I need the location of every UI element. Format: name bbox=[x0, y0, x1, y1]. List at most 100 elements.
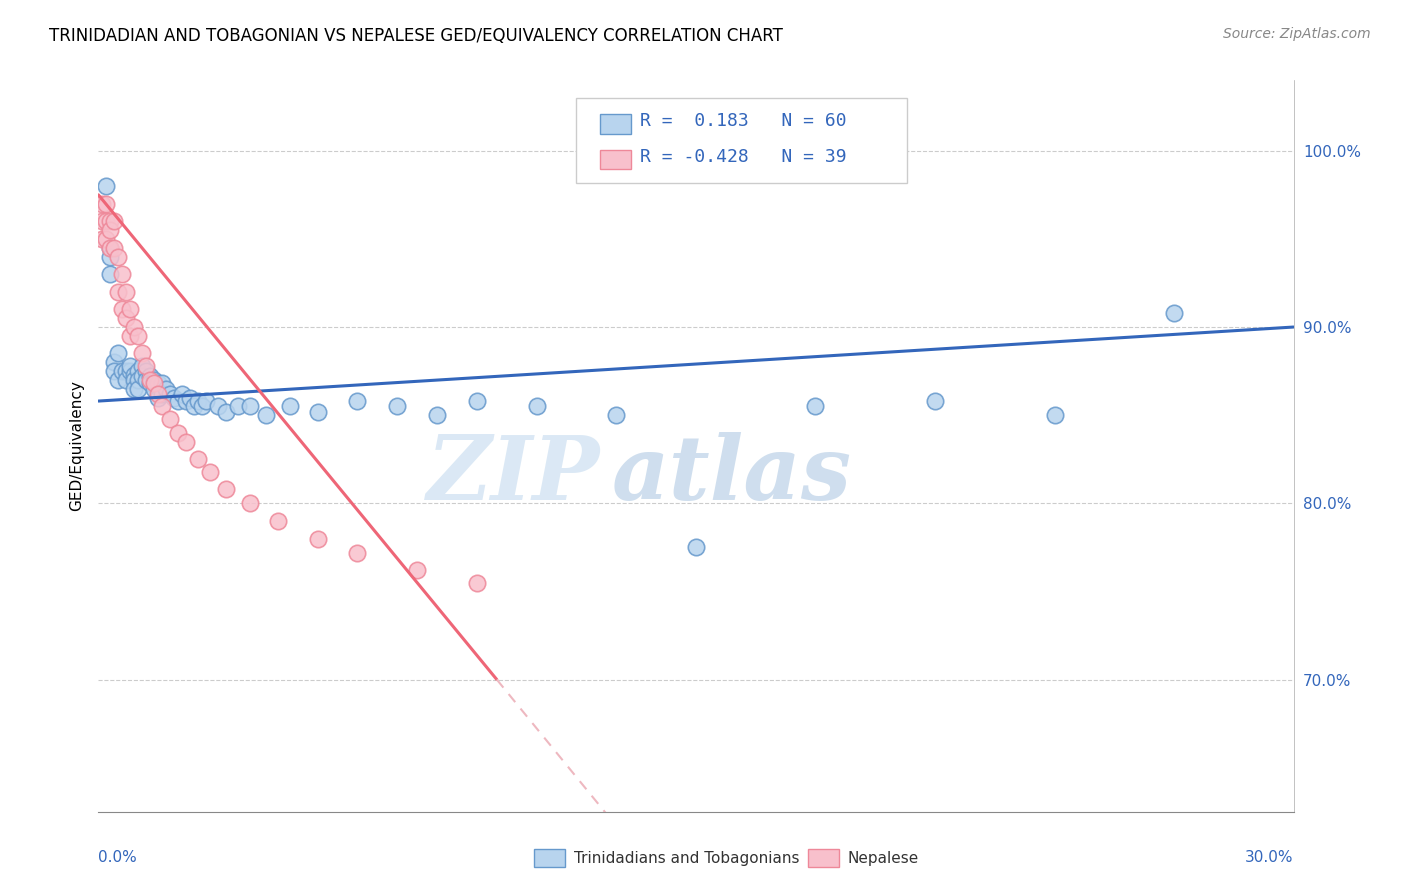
Point bbox=[96, 214, 118, 228]
Point bbox=[96, 196, 118, 211]
Point bbox=[111, 364, 134, 378]
Point bbox=[120, 329, 142, 343]
Point bbox=[98, 214, 122, 228]
Point bbox=[103, 241, 125, 255]
Point bbox=[127, 373, 149, 387]
Point bbox=[115, 373, 138, 387]
Point bbox=[98, 267, 122, 281]
Point bbox=[346, 546, 368, 560]
Point bbox=[135, 359, 157, 373]
Point bbox=[685, 541, 707, 555]
Point bbox=[103, 355, 125, 369]
Point bbox=[159, 411, 181, 425]
Point bbox=[191, 400, 214, 414]
Point bbox=[135, 364, 157, 378]
Text: ZIP: ZIP bbox=[427, 432, 600, 518]
Point bbox=[127, 364, 149, 378]
Point bbox=[127, 382, 149, 396]
Text: 0.0%: 0.0% bbox=[98, 850, 138, 865]
Text: R = -0.428   N = 39: R = -0.428 N = 39 bbox=[640, 148, 846, 166]
Point bbox=[150, 376, 173, 391]
Point bbox=[187, 452, 209, 467]
Point bbox=[239, 400, 262, 414]
Point bbox=[465, 575, 488, 590]
Point bbox=[98, 250, 122, 264]
Point bbox=[426, 408, 449, 422]
Point bbox=[143, 373, 166, 387]
Point bbox=[115, 285, 138, 299]
Point bbox=[526, 400, 548, 414]
Point bbox=[605, 408, 627, 422]
Point bbox=[155, 382, 177, 396]
Point bbox=[107, 373, 129, 387]
Point bbox=[804, 400, 827, 414]
Point bbox=[148, 376, 170, 391]
Point bbox=[215, 482, 238, 496]
Text: atlas: atlas bbox=[612, 432, 852, 518]
Point bbox=[167, 425, 190, 440]
Point bbox=[131, 346, 153, 360]
Point bbox=[465, 394, 488, 409]
Point bbox=[98, 241, 122, 255]
Point bbox=[120, 302, 142, 317]
Point bbox=[179, 391, 201, 405]
Point bbox=[91, 196, 114, 211]
Y-axis label: GED/Equivalency: GED/Equivalency bbox=[69, 381, 84, 511]
Point bbox=[159, 387, 181, 401]
Point bbox=[172, 387, 194, 401]
Point bbox=[226, 400, 249, 414]
Point bbox=[307, 532, 329, 546]
Point bbox=[139, 373, 162, 387]
Point bbox=[194, 394, 218, 409]
Point bbox=[148, 387, 170, 401]
Point bbox=[107, 346, 129, 360]
Point bbox=[307, 404, 329, 418]
Point bbox=[124, 382, 146, 396]
Text: 30.0%: 30.0% bbox=[1246, 850, 1294, 865]
Point bbox=[174, 394, 197, 409]
Point bbox=[187, 394, 209, 409]
Point bbox=[98, 241, 122, 255]
Point bbox=[278, 400, 301, 414]
Point bbox=[139, 376, 162, 391]
Point bbox=[111, 267, 134, 281]
Point bbox=[127, 329, 149, 343]
Point bbox=[207, 400, 229, 414]
Text: R =  0.183   N = 60: R = 0.183 N = 60 bbox=[640, 112, 846, 130]
Point bbox=[198, 465, 221, 479]
Point bbox=[111, 302, 134, 317]
Point bbox=[124, 368, 146, 382]
Point bbox=[91, 232, 114, 246]
Point bbox=[1163, 306, 1185, 320]
Point bbox=[96, 179, 118, 194]
Point bbox=[267, 514, 290, 528]
Point bbox=[924, 394, 946, 409]
Point bbox=[91, 214, 114, 228]
Point bbox=[131, 359, 153, 373]
Point bbox=[148, 391, 170, 405]
Point bbox=[254, 408, 277, 422]
Point bbox=[139, 369, 162, 384]
Text: Trinidadians and Tobagonians: Trinidadians and Tobagonians bbox=[574, 851, 799, 865]
Point bbox=[239, 496, 262, 510]
Point bbox=[143, 376, 166, 391]
Point bbox=[103, 364, 125, 378]
Point bbox=[124, 320, 146, 334]
Point bbox=[150, 387, 173, 401]
Point bbox=[96, 232, 118, 246]
Point bbox=[385, 400, 409, 414]
Point bbox=[107, 285, 129, 299]
Point bbox=[98, 223, 122, 237]
Point bbox=[143, 382, 166, 396]
Point bbox=[183, 400, 205, 414]
Point bbox=[1043, 408, 1066, 422]
Point bbox=[346, 394, 368, 409]
Point bbox=[135, 373, 157, 387]
Point bbox=[107, 250, 129, 264]
Point bbox=[163, 391, 186, 405]
Point bbox=[103, 214, 125, 228]
Point bbox=[167, 394, 190, 409]
Point bbox=[406, 563, 429, 577]
Point bbox=[150, 400, 173, 414]
Text: TRINIDADIAN AND TOBAGONIAN VS NEPALESE GED/EQUIVALENCY CORRELATION CHART: TRINIDADIAN AND TOBAGONIAN VS NEPALESE G… bbox=[49, 27, 783, 45]
